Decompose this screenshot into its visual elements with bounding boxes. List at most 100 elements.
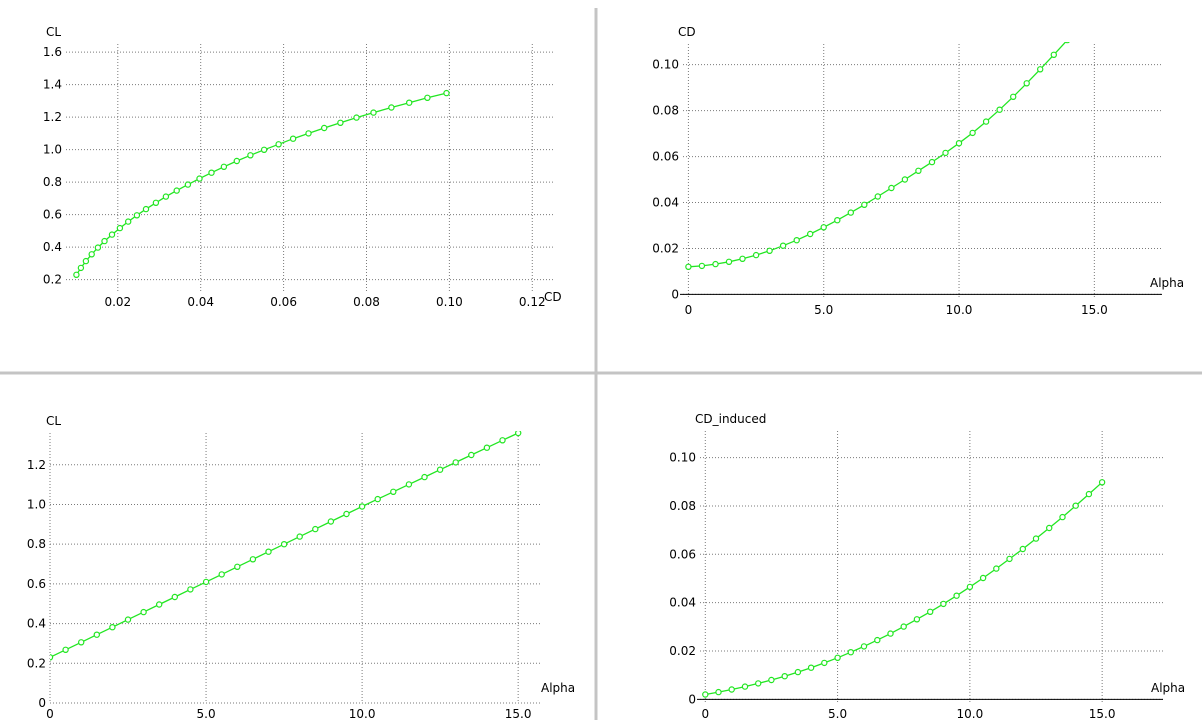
data-point[interactable] [955,139,963,147]
data-point[interactable] [108,231,116,238]
data-point[interactable] [94,244,102,251]
data-point[interactable] [1085,490,1093,498]
data-point[interactable] [1059,513,1066,521]
data-point[interactable] [966,583,974,591]
data-point[interactable] [468,451,475,459]
data-point[interactable] [421,473,428,481]
data-point[interactable] [715,688,722,696]
data-point[interactable] [820,224,827,231]
data-point[interactable] [982,118,990,125]
data-point[interactable] [452,459,459,466]
data-point[interactable] [739,255,746,262]
data-point[interactable] [1098,479,1106,486]
data-point[interactable] [208,169,215,176]
data-point[interactable] [202,578,210,586]
data-point[interactable] [162,193,170,200]
data-point[interactable] [109,624,116,631]
data-point[interactable] [358,503,366,510]
data-point[interactable] [124,218,132,225]
data-point[interactable] [406,99,413,106]
chart-cd-induced-vs-alpha[interactable]: 0 5.0 10.0 15.0 0 0.02 0.04 0.06 0.08 0.10 CD_indu… [669,412,1185,720]
chart-cl-vs-cd[interactable]: 0.02 0.04 0.06 0.08 0.10 0.12 0.2 0.4 0.6 0.8 1.0 1… [43,25,562,309]
data-point[interactable] [140,608,147,616]
data-point[interactable] [942,149,949,157]
data-point[interactable] [1023,80,1030,87]
data-point[interactable] [768,676,775,684]
data-point[interactable] [874,193,882,200]
data-point[interactable] [499,437,506,444]
data-point[interactable] [940,600,947,608]
data-point[interactable] [374,495,381,503]
data-point[interactable] [62,646,69,654]
data-point[interactable] [953,592,960,599]
data-point[interactable] [996,106,1003,113]
data-point[interactable] [370,109,377,116]
data-point[interactable] [353,114,360,121]
data-point[interactable] [73,271,80,278]
data-point[interactable] [247,152,254,159]
data-point[interactable] [124,616,132,623]
data-point[interactable] [234,563,241,571]
data-point[interactable] [77,264,85,272]
data-point[interactable] [296,533,303,540]
data-point[interactable] [752,251,760,259]
data-point[interactable] [405,481,413,488]
data-point[interactable] [1050,51,1058,59]
data-point[interactable] [888,184,895,192]
data-point[interactable] [1032,535,1040,542]
data-point[interactable] [171,593,178,601]
data-point[interactable] [265,548,272,555]
data-point[interactable] [993,565,1000,572]
data-point[interactable] [93,631,101,638]
chart-cl-vs-alpha[interactable]: 0 5.0 10.0 15.0 0 0.2 0.4 0.6 0.8 1.0 1.2 CL Alpha [27,414,575,720]
data-point[interactable] [728,686,735,693]
data-point[interactable] [233,157,240,165]
data-point[interactable] [794,668,802,676]
data-point[interactable] [834,654,841,662]
data-point[interactable] [321,124,328,132]
data-point[interactable] [142,205,150,213]
data-point[interactable] [781,673,788,680]
data-point[interactable] [260,146,268,153]
data-point[interactable] [725,258,733,265]
data-point[interactable] [712,260,719,268]
data-point[interactable] [755,680,762,687]
data-point[interactable] [901,176,909,183]
chart-cd-vs-alpha[interactable]: 0 5.0 10.0 15.0 0 0.02 0.04 0.06 0.08 0.10 CD Alpha [652,9,1184,317]
data-point[interactable] [388,104,395,111]
data-point[interactable] [702,691,709,698]
data-point[interactable] [928,158,936,166]
data-point[interactable] [860,643,868,650]
data-point[interactable] [443,89,450,97]
data-point[interactable] [685,263,692,270]
data-point[interactable] [900,623,907,630]
data-point[interactable] [874,636,881,644]
data-point[interactable] [887,630,894,637]
data-point[interactable] [1072,502,1079,509]
data-point[interactable] [1010,93,1017,101]
data-point[interactable] [861,201,868,208]
data-point[interactable] [766,247,773,254]
data-point[interactable] [77,639,85,646]
data-point[interactable] [847,649,855,656]
data-point[interactable] [312,525,319,533]
data-point[interactable] [184,181,192,188]
data-point[interactable] [116,224,124,232]
data-point[interactable] [327,518,335,525]
data-point[interactable] [289,135,297,142]
data-point[interactable] [155,601,163,608]
data-point[interactable] [515,430,522,437]
data-point[interactable] [915,167,922,174]
data-point[interactable] [913,616,921,623]
data-point[interactable] [390,488,397,495]
data-point[interactable] [1036,66,1044,73]
data-point[interactable] [741,683,749,690]
data-point[interactable] [1006,555,1013,563]
data-point[interactable] [280,541,288,548]
data-point[interactable] [807,664,815,671]
data-point[interactable] [275,141,282,148]
data-point[interactable] [847,209,855,216]
data-point[interactable] [82,257,90,265]
data-point[interactable] [220,163,228,170]
data-point[interactable] [1045,524,1053,532]
